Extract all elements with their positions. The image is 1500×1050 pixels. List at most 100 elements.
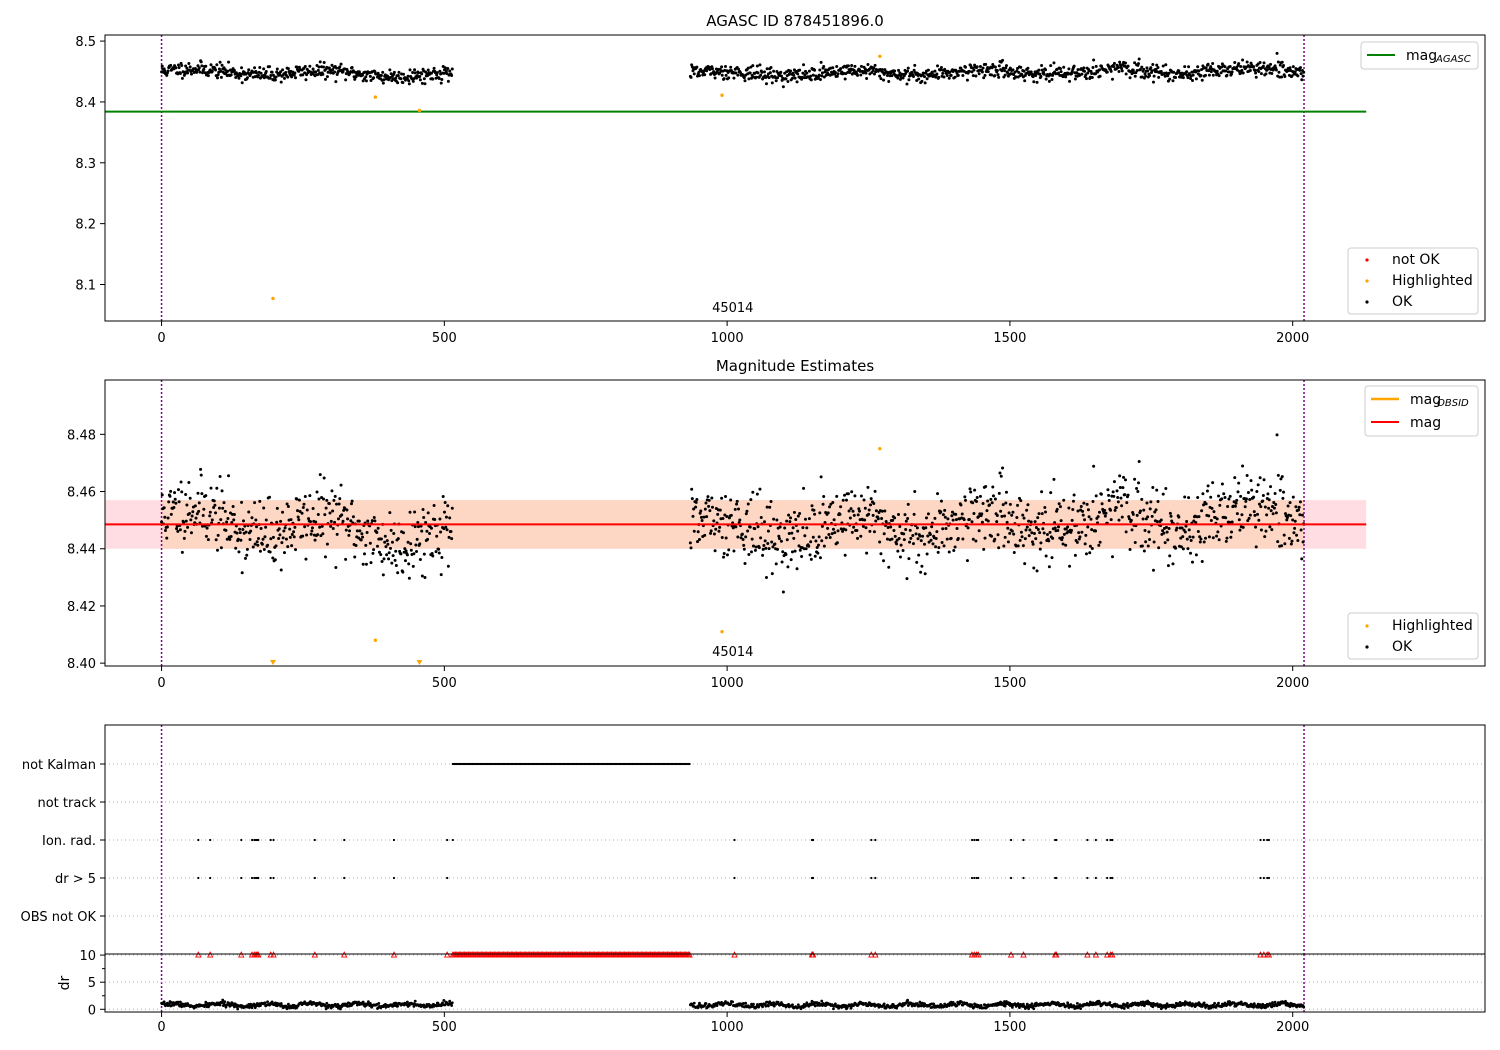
ok-point [923, 81, 927, 85]
ok-point [689, 75, 693, 79]
ok-point [1283, 512, 1287, 516]
axis-4-xtick-label: 2000 [1276, 1020, 1309, 1035]
ok-point [1055, 507, 1059, 511]
ok-point [747, 552, 751, 556]
ok-point [364, 562, 368, 566]
ok-point [160, 520, 164, 524]
ok-point [1217, 494, 1221, 498]
ok-point [1082, 66, 1086, 70]
flag-point [1266, 838, 1269, 842]
ok-point [423, 575, 427, 579]
ok-point [1206, 484, 1210, 488]
ok-point [1026, 503, 1030, 507]
ok-point [413, 71, 417, 75]
ok-point [409, 548, 413, 552]
ok-point [906, 69, 910, 73]
ok-point [323, 513, 327, 517]
axis-4-ytick-label: 0 [88, 1003, 96, 1018]
ok-point [769, 499, 773, 503]
ok-point [294, 548, 298, 552]
ok-point [832, 518, 836, 522]
ok-point [1247, 516, 1251, 520]
ok-point [253, 66, 257, 70]
ok-point [162, 506, 166, 510]
ok-point [1107, 498, 1111, 502]
ok-point [174, 66, 178, 70]
ok-point [303, 64, 307, 68]
ok-point [334, 565, 338, 569]
ok-point [232, 513, 236, 517]
ok-point [230, 521, 234, 525]
ok-point [296, 515, 300, 519]
ok-point [281, 510, 285, 514]
ok-point [759, 536, 763, 540]
ok-point [982, 547, 986, 551]
ok-point [331, 68, 335, 72]
ok-point [1005, 520, 1009, 524]
ok-point [763, 70, 767, 74]
ok-point [1011, 510, 1015, 514]
ok-point [878, 540, 882, 544]
ok-point [303, 494, 307, 498]
ok-point [1022, 69, 1026, 73]
ok-point [401, 570, 405, 574]
legend-mag-agasc-label: mag [1406, 48, 1437, 64]
dr-point [339, 1007, 342, 1011]
ok-point [278, 533, 282, 537]
ok-point [1149, 66, 1153, 70]
ok-point [785, 538, 789, 542]
ok-point [1084, 73, 1088, 77]
ok-point [1023, 79, 1027, 83]
dr-point [761, 1005, 764, 1009]
ok-point [880, 516, 884, 520]
ok-point [1140, 497, 1144, 501]
ok-point [1241, 464, 1245, 468]
flag-point [197, 876, 200, 880]
ok-point [314, 70, 318, 74]
ok-point [1181, 76, 1185, 80]
ok-point [1230, 520, 1234, 524]
ok-point [929, 538, 933, 542]
ok-point [406, 74, 410, 78]
ok-point [1142, 508, 1146, 512]
ok-point [831, 527, 835, 531]
ok-point [1163, 541, 1167, 545]
axis-3-plot-area [105, 725, 1485, 954]
ok-point [967, 69, 971, 73]
dr-point [901, 1004, 904, 1008]
flag-point [870, 876, 873, 880]
ok-point [727, 548, 731, 552]
ok-point [1289, 514, 1293, 518]
ok-point [923, 572, 927, 576]
ok-point [1042, 531, 1046, 535]
ok-point [325, 75, 329, 79]
ok-point [366, 519, 370, 523]
flag-point [250, 838, 254, 842]
ok-point [1068, 79, 1072, 83]
ok-point [1106, 488, 1110, 492]
ok-point [318, 60, 322, 64]
ok-point [995, 69, 999, 73]
ok-point [777, 534, 781, 538]
ok-point [714, 527, 718, 531]
dr-point [1213, 1001, 1216, 1005]
ok-point [396, 73, 400, 77]
ok-point [327, 502, 331, 506]
ok-point [1273, 64, 1277, 68]
dr-clipped-marker [443, 951, 451, 958]
ok-point [744, 512, 748, 516]
ok-point [210, 518, 214, 522]
axis-1-title: AGASC ID 878451896.0 [706, 12, 884, 30]
ok-point [826, 511, 830, 515]
ok-point [323, 555, 327, 559]
ok-point [1096, 515, 1100, 519]
ok-point [382, 78, 386, 82]
ok-point [735, 499, 739, 503]
ok-point [182, 536, 186, 540]
ok-point [273, 78, 277, 82]
ok-point [918, 534, 922, 538]
ok-point [721, 517, 725, 521]
ok-point [710, 496, 714, 500]
ok-point [411, 71, 415, 75]
ok-point [1267, 506, 1271, 510]
